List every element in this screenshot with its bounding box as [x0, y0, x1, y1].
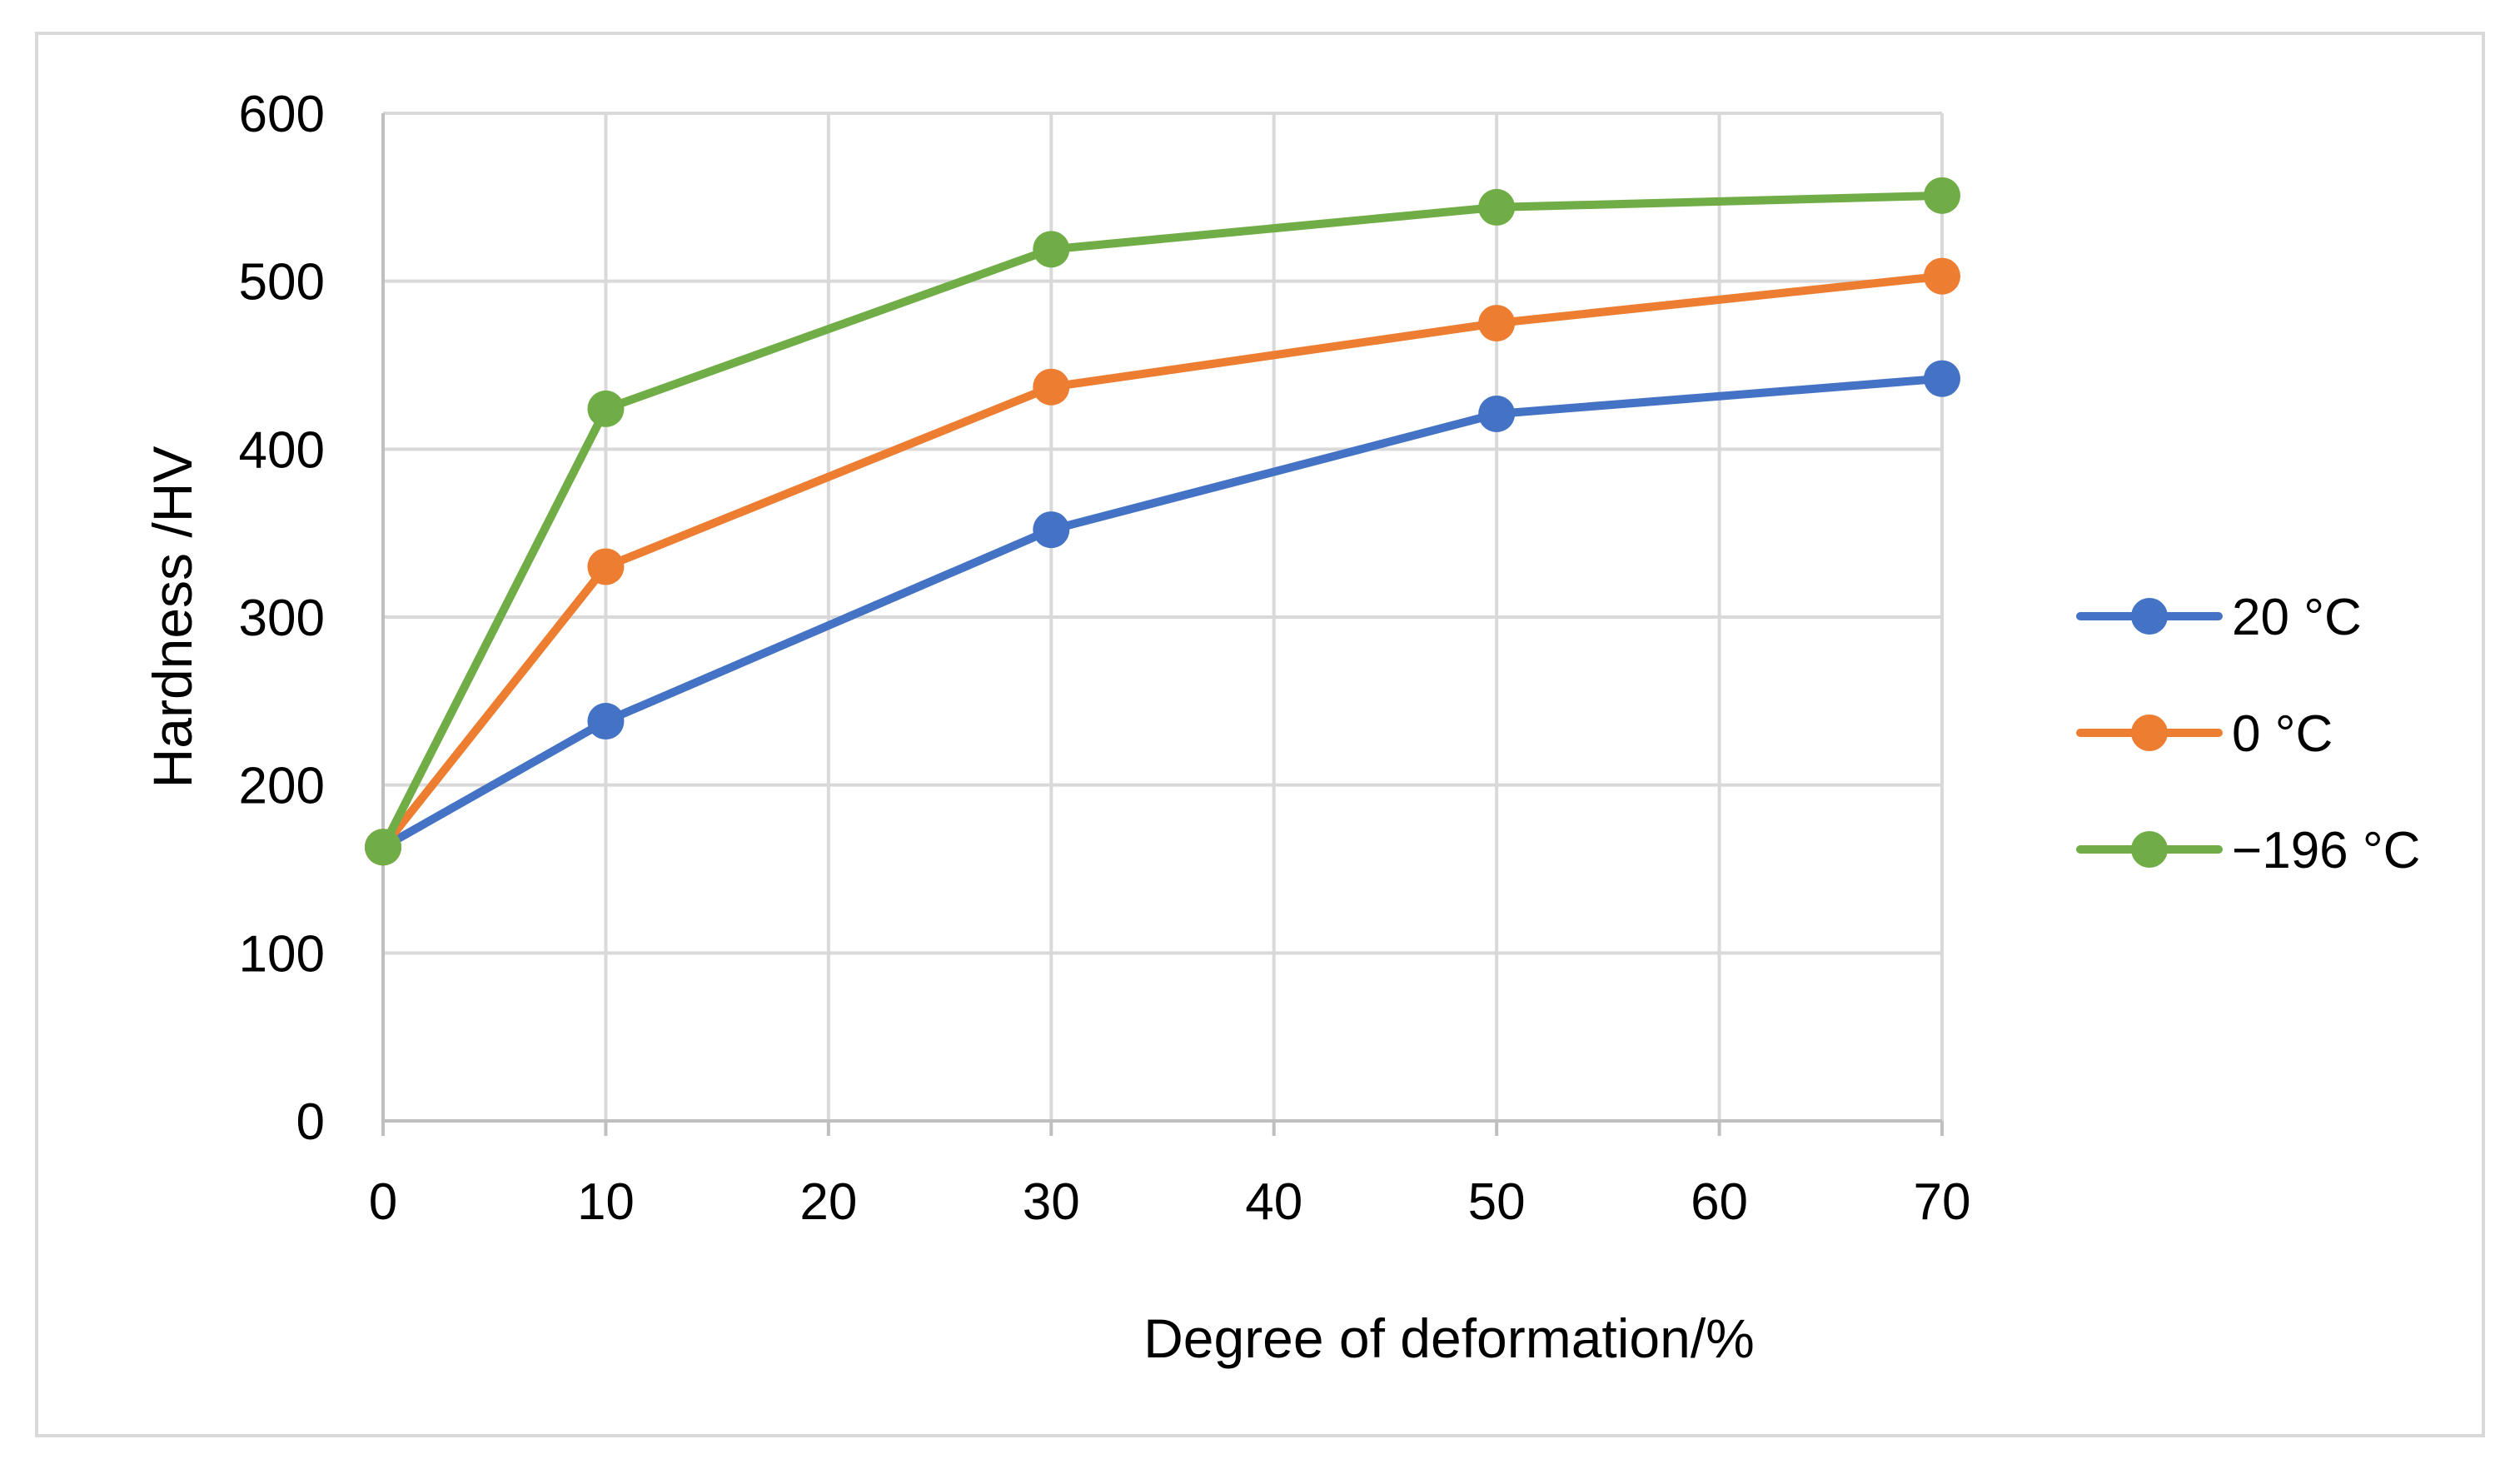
legend-item: 0 °C — [2076, 705, 2333, 763]
y-axis-title: Hardness /HV — [142, 446, 203, 789]
series-group — [365, 177, 1960, 866]
legend-item: −196 °C — [2076, 822, 2420, 879]
x-tick-label: 40 — [1245, 1173, 1302, 1231]
x-tick-label: 30 — [1023, 1173, 1080, 1231]
x-axis-title: Degree of deformation/% — [1143, 1307, 1755, 1369]
legend-label: −196 °C — [2232, 822, 2420, 879]
y-tick-label: 400 — [239, 421, 325, 479]
data-point — [1478, 395, 1516, 432]
x-tick-label: 60 — [1691, 1173, 1748, 1231]
data-point — [587, 703, 625, 740]
data-point — [365, 829, 401, 866]
x-tick-label: 50 — [1468, 1173, 1526, 1231]
legend-item: 20 °C — [2076, 589, 2362, 646]
data-point — [1033, 231, 1070, 268]
data-point — [587, 548, 625, 585]
x-tick-label: 70 — [1914, 1173, 1971, 1231]
y-tick-label: 500 — [239, 254, 325, 311]
x-tick-label: 20 — [799, 1173, 857, 1231]
y-tick-label: 300 — [239, 590, 325, 647]
legend-swatch-marker — [2131, 598, 2168, 635]
legend-label: 0 °C — [2232, 705, 2333, 763]
data-point — [1478, 188, 1516, 226]
y-tick-label: 100 — [239, 925, 325, 983]
data-point — [1924, 257, 1960, 295]
series-2 — [365, 177, 1960, 866]
data-point — [1478, 305, 1516, 342]
data-point — [1924, 360, 1960, 397]
grid — [383, 112, 1944, 1121]
x-tick-label: 10 — [577, 1173, 635, 1231]
data-point — [587, 390, 625, 427]
legend: 20 °C 0 °C −196 °C — [2076, 589, 2420, 879]
tick-labels: 0 100 200 300 400 500 600 0 10 20 30 40 50 60 70 — [239, 86, 1971, 1231]
y-tick-label: 200 — [239, 758, 325, 815]
y-tick-label: 600 — [239, 86, 325, 143]
x-tick-label: 0 — [369, 1173, 397, 1231]
legend-swatch-marker — [2131, 831, 2168, 868]
data-point — [1924, 177, 1960, 214]
data-point — [1033, 511, 1070, 549]
axes — [381, 113, 1944, 1136]
data-point — [1033, 368, 1070, 406]
legend-swatch-marker — [2131, 715, 2168, 751]
y-tick-label: 0 — [296, 1093, 325, 1151]
legend-label: 20 °C — [2232, 589, 2362, 646]
